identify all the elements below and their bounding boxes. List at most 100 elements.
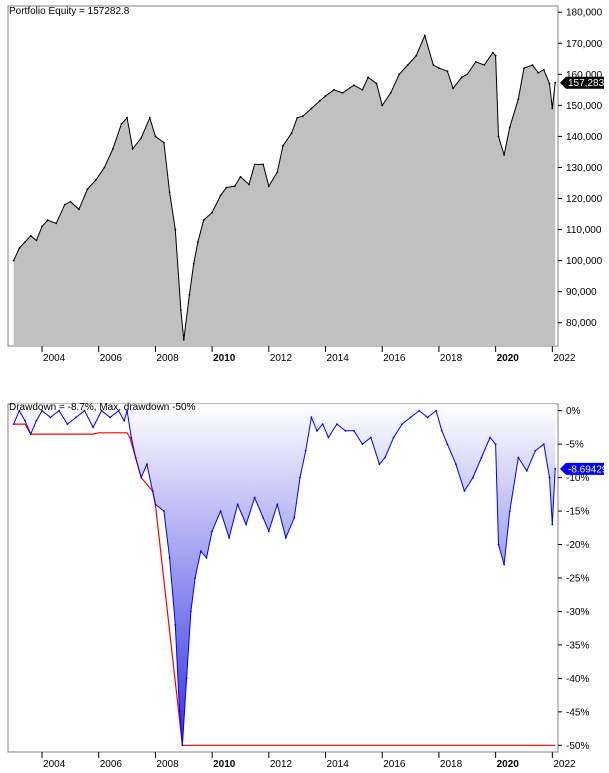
drawdown-x-tick-label: 2020 (497, 759, 520, 768)
drawdown-data-point (75, 416, 77, 419)
drawdown-data-point (392, 436, 395, 439)
drawdown-data-point (66, 423, 69, 425)
drawdown-data-point (245, 523, 248, 526)
drawdown-data-point (384, 456, 386, 459)
equity-data-point (491, 51, 494, 54)
equity-data-point (324, 95, 327, 97)
equity-data-point (508, 126, 511, 128)
drawdown-data-point (41, 409, 43, 412)
equity-data-point (466, 73, 469, 76)
drawdown-data-point (378, 463, 381, 466)
equity-data-point (202, 219, 205, 222)
equity-data-point (197, 241, 199, 243)
drawdown-data-point (344, 429, 347, 432)
drawdown-data-point (489, 436, 491, 439)
equity-x-tick-label: 2006 (100, 353, 123, 364)
equity-data-point (301, 115, 304, 118)
equity-data-point (398, 73, 401, 76)
equity-data-point (24, 241, 26, 243)
equity-data-point (69, 200, 72, 203)
drawdown-data-point (508, 510, 511, 512)
equity-data-point (375, 82, 378, 85)
equity-data-point (239, 175, 242, 178)
equity-data-point (548, 82, 551, 85)
drawdown-data-point (293, 516, 296, 519)
drawdown-data-point (542, 443, 545, 446)
drawdown-x-tick-label: 2022 (553, 759, 576, 768)
equity-data-point (253, 163, 256, 166)
equity-x-tick-label: 2018 (440, 353, 463, 364)
equity-data-point (483, 64, 486, 66)
equity-data-point (353, 84, 355, 87)
equity-data-point (446, 70, 449, 73)
drawdown-data-point (472, 476, 474, 479)
drawdown-data-point (497, 543, 500, 546)
drawdown-data-point (35, 419, 38, 422)
equity-data-point (63, 203, 66, 206)
equity-data-point (233, 185, 236, 188)
drawdown-data-point (310, 416, 313, 419)
equity-data-point (192, 262, 195, 265)
drawdown-data-point (551, 523, 554, 526)
drawdown-data-point (503, 563, 505, 566)
drawdown-data-point (228, 536, 231, 539)
equity-data-point (86, 188, 89, 191)
equity-data-point (140, 137, 143, 139)
drawdown-y-tick-label: -15% (566, 507, 589, 518)
equity-data-point (290, 132, 293, 135)
equity-data-point (460, 76, 463, 79)
drawdown-data-point (12, 423, 15, 425)
drawdown-x-tick-label: 2004 (43, 759, 66, 768)
drawdown-data-point (92, 426, 94, 429)
drawdown-data-point (554, 467, 557, 470)
equity-y-tick-label: 180,000 (566, 8, 603, 19)
drawdown-data-point (100, 409, 103, 412)
equity-data-point (551, 107, 554, 110)
equity-chart-title: Portfolio Equity = 157282.8 (9, 6, 130, 17)
equity-data-point (103, 166, 106, 169)
equity-data-point (112, 147, 114, 150)
drawdown-data-point (49, 416, 52, 419)
drawdown-data-point (130, 436, 133, 439)
drawdown-data-point (163, 510, 165, 512)
drawdown-y-tick-label: -10% (566, 473, 589, 484)
drawdown-data-point (321, 423, 324, 425)
equity-value-badge-label: 157,283 (568, 78, 605, 89)
equity-data-point (262, 163, 265, 166)
equity-data-point (267, 185, 270, 188)
equity-chart-panel: 2004 2006 2008 2010 2012 2014 2016 2018 2020 2022… (0, 0, 609, 374)
equity-data-point (180, 309, 182, 312)
drawdown-data-point (168, 557, 171, 559)
equity-data-point (423, 34, 426, 37)
drawdown-data-point (267, 530, 270, 533)
equity-data-point (55, 222, 58, 225)
drawdown-data-point (211, 530, 214, 533)
equity-data-point (542, 68, 545, 71)
drawdown-data-point (401, 423, 403, 425)
equity-x-tick-label: 2010 (213, 353, 236, 364)
drawdown-data-point (117, 409, 120, 412)
equity-y-tick-label: 160,000 (566, 70, 603, 81)
drawdown-y-tick-label: 0% (566, 406, 581, 417)
drawdown-data-point (304, 449, 307, 452)
drawdown-data-point (178, 710, 181, 713)
drawdown-data-point (181, 744, 184, 747)
equity-x-tick-label: 2014 (327, 353, 350, 364)
equity-data-point (148, 116, 151, 119)
drawdown-value-badge-label: -8.69429 (568, 464, 608, 475)
equity-data-point (523, 67, 525, 69)
drawdown-data-point (123, 419, 126, 422)
drawdown-data-point (534, 449, 537, 452)
drawdown-data-point (525, 470, 528, 472)
drawdown-x-tick-label: 2008 (156, 759, 179, 768)
drawdown-data-point (370, 436, 372, 439)
equity-area-fill (13, 35, 556, 346)
drawdown-data-point (353, 429, 355, 432)
equity-data-point (361, 88, 364, 91)
equity-data-point (554, 81, 557, 84)
equity-data-point (531, 64, 534, 66)
drawdown-chart: 2004 2006 2008 2010 2012 2014 2016 2018 2020 2022… (7, 403, 608, 770)
drawdown-data-point (151, 490, 154, 492)
drawdown-data-point (190, 610, 192, 613)
drawdown-y-tick-label: -30% (566, 607, 589, 618)
